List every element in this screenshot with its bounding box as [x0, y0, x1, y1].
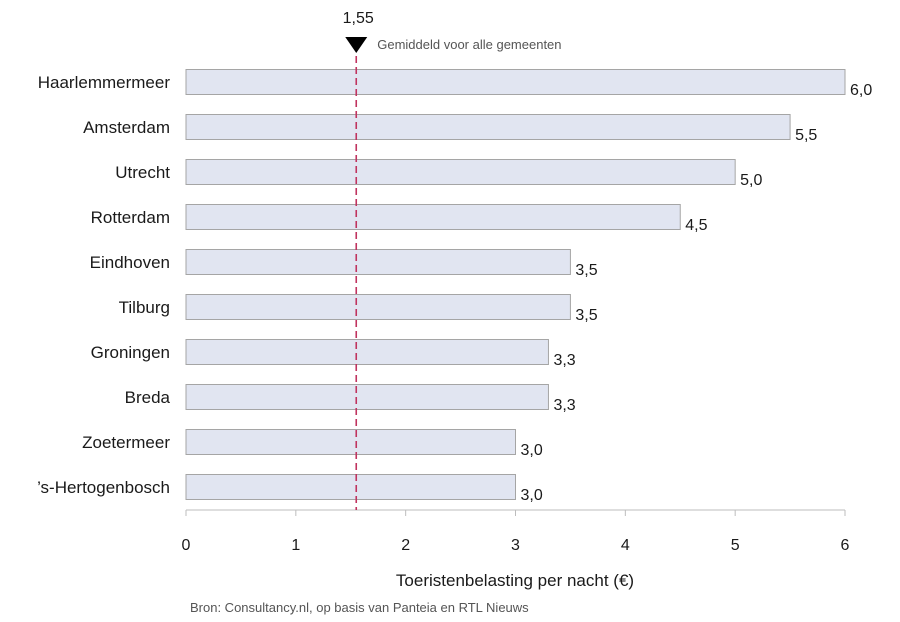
value-label-tilburg: 3,5	[575, 307, 597, 324]
category-label-groningen: Groningen	[91, 343, 170, 362]
x-tick-label-5: 5	[731, 537, 740, 554]
average-marker-triangle	[345, 37, 368, 53]
bar-zoetermeer	[185, 429, 516, 455]
x-axis-title: Toeristenbelasting per nacht (€)	[396, 571, 634, 590]
value-label-amsterdam: 5,5	[795, 127, 817, 144]
x-tick-label-1: 1	[291, 537, 300, 554]
bar-eindhoven	[185, 249, 571, 275]
value-label-zoetermeer: 3,0	[521, 442, 543, 459]
value-label-rotterdam: 4,5	[685, 217, 707, 234]
x-axis: 0 1 2 3 4 5 6	[182, 509, 850, 554]
bar-s-hertogenbosch	[185, 474, 516, 500]
category-label-zoetermeer: Zoetermeer	[82, 433, 170, 452]
x-tick-label-6: 6	[841, 537, 850, 554]
bar-tilburg	[185, 294, 571, 320]
category-label-rotterdam: Rotterdam	[91, 208, 170, 227]
bar-rotterdam	[185, 204, 681, 230]
x-tick-label-4: 4	[621, 537, 630, 554]
category-label-s-hertogenbosch: ’s-Hertogenbosch	[37, 478, 170, 497]
source-note: Bron: Consultancy.nl, op basis van Pante…	[190, 600, 529, 615]
value-label-haarlemmermeer: 6,0	[850, 82, 872, 99]
category-label-eindhoven: Eindhoven	[90, 253, 170, 272]
bar-utrecht	[185, 159, 736, 185]
value-label-eindhoven: 3,5	[575, 262, 597, 279]
bar-groningen	[185, 339, 549, 365]
x-tick-label-0: 0	[182, 537, 191, 554]
average-value-label: 1,55	[343, 10, 374, 27]
category-label-haarlemmermeer: Haarlemmermeer	[38, 73, 171, 92]
category-label-tilburg: Tilburg	[119, 298, 170, 317]
category-label-breda: Breda	[125, 388, 171, 407]
average-line-label: Gemiddeld voor alle gemeenten	[377, 37, 561, 52]
bar-amsterdam	[185, 114, 791, 140]
x-tick-label-2: 2	[401, 537, 410, 554]
bar-breda	[185, 384, 549, 410]
value-label-utrecht: 5,0	[740, 172, 762, 189]
category-label-utrecht: Utrecht	[115, 163, 170, 182]
x-tick-label-3: 3	[511, 537, 520, 554]
value-label-breda: 3,3	[553, 397, 575, 414]
bars-layer	[185, 69, 846, 500]
value-label-s-hertogenbosch: 3,0	[521, 487, 543, 504]
bar-haarlemmermeer	[185, 69, 846, 95]
value-label-groningen: 3,3	[553, 352, 575, 369]
text-layer: Toeristenbelasting per nacht (€) Bron: C…	[37, 73, 872, 615]
category-label-amsterdam: Amsterdam	[83, 118, 170, 137]
